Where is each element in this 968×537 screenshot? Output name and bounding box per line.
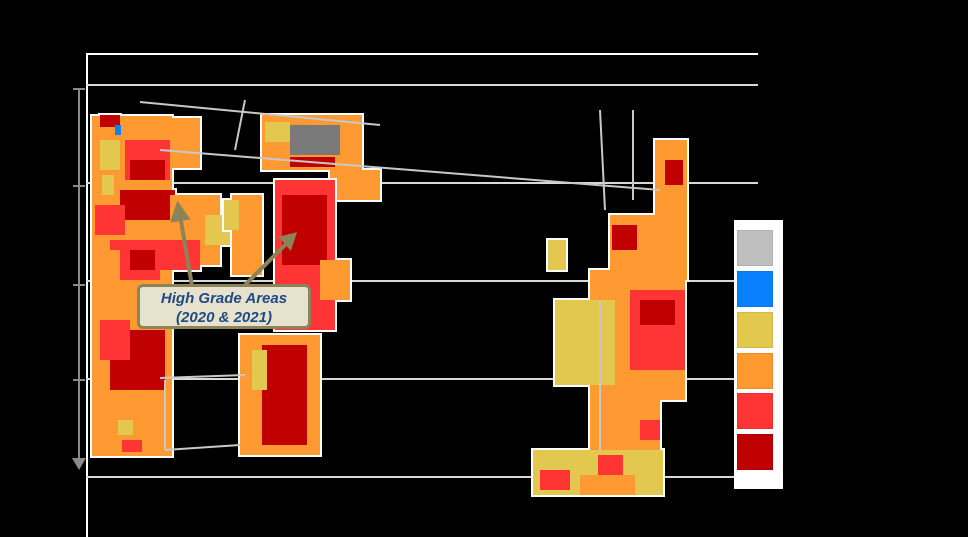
section-frame-top xyxy=(86,53,758,55)
grade-legend xyxy=(734,220,783,489)
legend-swatch-blue xyxy=(737,271,773,307)
depth-axis xyxy=(78,88,80,460)
depth-axis-tick xyxy=(73,88,85,90)
drill-traces xyxy=(139,99,661,451)
level-line-3 xyxy=(86,280,758,282)
legend-swatch-red xyxy=(737,393,773,429)
depth-axis-tick xyxy=(73,379,85,381)
depth-axis-tick xyxy=(73,284,85,286)
legend-swatch-grey xyxy=(737,230,773,266)
depth-axis-arrow-icon xyxy=(72,458,86,470)
middle-top-cluster xyxy=(262,115,380,200)
level-line-5 xyxy=(86,476,758,478)
level-line-4 xyxy=(86,378,758,380)
legend-swatch-dark-red xyxy=(737,434,773,470)
level-line-1 xyxy=(86,84,758,86)
right-orebody xyxy=(533,140,687,495)
section-frame-left xyxy=(86,53,88,537)
legend-swatch-orange xyxy=(737,353,773,389)
left-orebody xyxy=(92,115,230,456)
depth-axis-tick xyxy=(73,185,85,187)
legend-swatch-yellow xyxy=(737,312,773,348)
high-grade-callout: High Grade Areas (2020 & 2021) xyxy=(137,284,311,329)
callout-line-2: (2020 & 2021) xyxy=(176,309,272,326)
level-line-2 xyxy=(86,182,758,184)
callout-line-1: High Grade Areas xyxy=(160,290,288,307)
middle-orebody xyxy=(224,180,350,455)
